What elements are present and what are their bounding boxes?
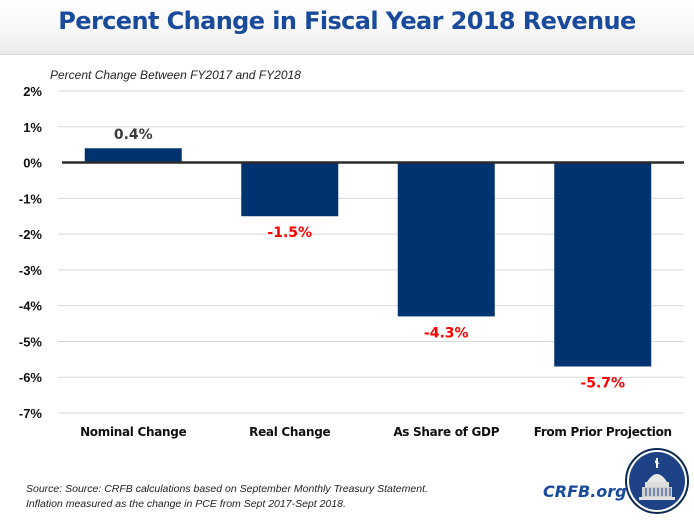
x-tick-label: From Prior Projection <box>534 425 672 439</box>
bar <box>241 162 339 217</box>
source-line-2: Inflation measured as the change in PCE … <box>26 498 346 510</box>
bar <box>84 148 182 163</box>
y-tick-label: -3% <box>19 263 43 278</box>
source-line-1: Source: Source: CRFB calculations based … <box>26 483 428 495</box>
x-tick-label: Nominal Change <box>80 425 187 439</box>
y-tick-label: -1% <box>19 191 43 206</box>
bar <box>554 162 652 367</box>
data-label: 0.4% <box>114 127 153 143</box>
header-banner: Percent Change in Fiscal Year 2018 Reven… <box>0 0 694 55</box>
data-label: -5.7% <box>580 375 625 391</box>
chart-subtitle: Percent Change Between FY2017 and FY2018 <box>50 68 301 82</box>
data-label: -4.3% <box>424 325 469 341</box>
y-tick-label: 2% <box>23 84 42 99</box>
source-note: Source: Source: CRFB calculations based … <box>26 482 428 512</box>
y-tick-label: -2% <box>19 227 43 242</box>
capitol-dome-logo-icon <box>625 448 689 514</box>
y-tick-label: -4% <box>19 299 43 314</box>
y-tick-label: -6% <box>19 370 43 385</box>
brand-link[interactable]: CRFB.org <box>543 482 627 501</box>
chart-title: Percent Change in Fiscal Year 2018 Reven… <box>58 7 636 35</box>
x-tick-label: As Share of GDP <box>393 425 499 439</box>
y-tick-label: -7% <box>19 406 43 421</box>
y-tick-label: 0% <box>23 156 42 171</box>
bar <box>397 162 495 317</box>
x-tick-label: Real Change <box>249 425 330 439</box>
bar-chart: 2% 1% 0% -1% -2% -3% -4% -5% -6% -7% 0.4% Nominal C… <box>19 84 684 439</box>
data-label: -1.5% <box>267 225 312 241</box>
y-tick-label: 1% <box>23 120 42 135</box>
y-tick-label: -5% <box>19 334 43 349</box>
